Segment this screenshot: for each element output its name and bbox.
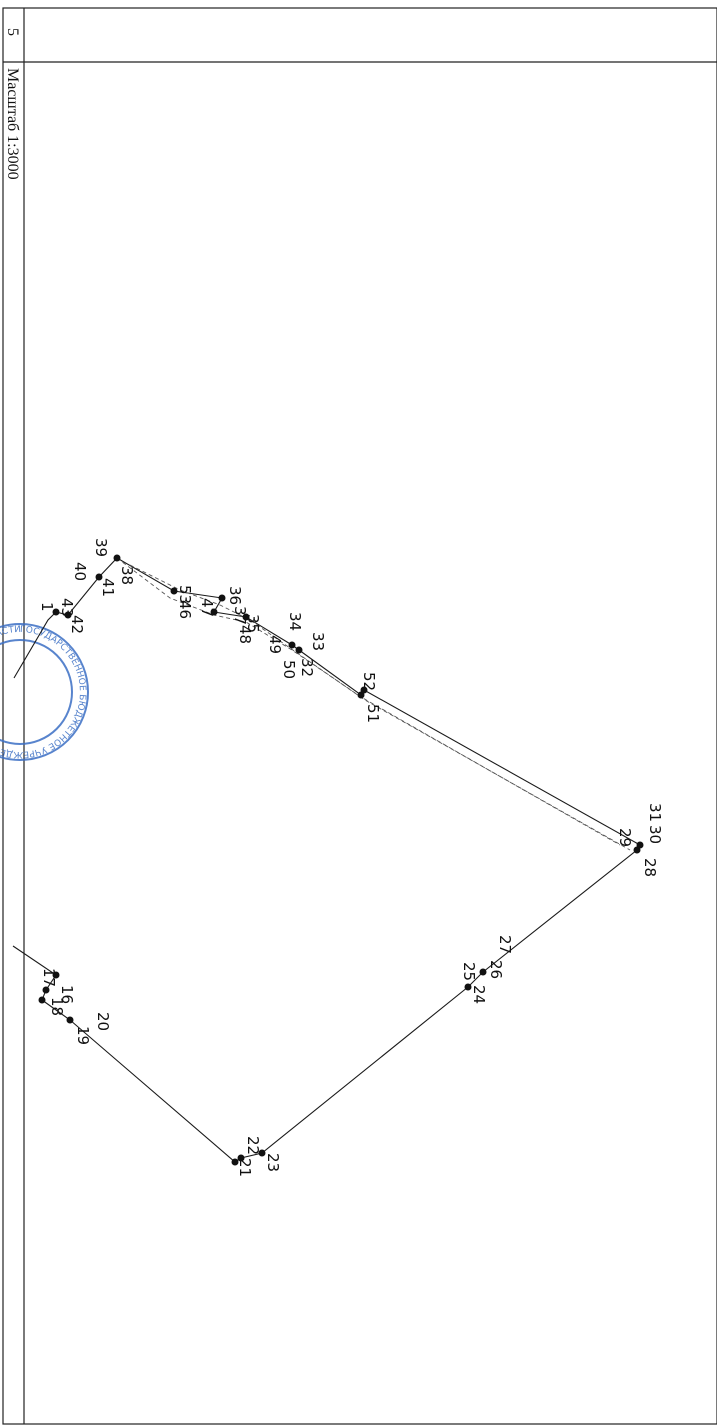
point-label: 42 xyxy=(68,615,86,634)
point-label: 40 xyxy=(71,562,89,581)
point-label: 27 xyxy=(496,935,514,954)
point-marker xyxy=(258,1149,266,1157)
point-label: 21 xyxy=(236,1158,254,1177)
sheet-number: 5 xyxy=(4,28,21,36)
point-marker xyxy=(42,986,50,994)
point-label: 23 xyxy=(264,1153,282,1172)
point-label: 46 xyxy=(176,600,194,619)
point-label: 48 xyxy=(236,625,254,644)
point-label: 28 xyxy=(641,858,659,877)
point-label: 41 xyxy=(99,578,117,597)
point-marker xyxy=(231,1158,239,1166)
point-marker xyxy=(113,554,121,562)
point-marker xyxy=(237,1154,245,1162)
points-layer xyxy=(38,554,644,1166)
point-label: 37 xyxy=(231,606,249,625)
point-marker xyxy=(38,996,46,1004)
point-marker xyxy=(64,611,72,619)
point-label: 43 xyxy=(58,598,76,617)
point-label: 38 xyxy=(118,566,136,585)
point-marker xyxy=(210,608,218,616)
point-label: 33 xyxy=(309,632,327,651)
point-label: 24 xyxy=(470,985,488,1004)
point-marker xyxy=(170,587,178,595)
point-label: 52 xyxy=(360,672,378,691)
point-label: 49 xyxy=(266,635,284,654)
point-labels: 16 17 18 19 20 21 22 23 24 25 26 27 28 2… xyxy=(38,538,664,1177)
point-marker xyxy=(218,594,226,602)
point-label: 31 xyxy=(646,803,664,822)
point-label: 29 xyxy=(616,828,634,847)
point-label: 32 xyxy=(298,658,316,677)
scale-label: Масштаб 1:3000 xyxy=(4,68,21,180)
point-label: 50 xyxy=(280,660,298,679)
sheet-frame xyxy=(2,7,717,1425)
point-label: 17 xyxy=(40,968,58,987)
point-label: 36 xyxy=(226,586,244,605)
point-marker xyxy=(360,686,368,694)
point-marker xyxy=(295,646,303,654)
point-label: 22 xyxy=(244,1136,262,1155)
point-label: 25 xyxy=(460,962,478,981)
point-label: 18 xyxy=(48,997,66,1016)
point-marker xyxy=(636,841,644,849)
point-label: 51 xyxy=(364,704,382,723)
point-marker xyxy=(52,608,60,616)
point-marker xyxy=(52,971,60,979)
point-marker xyxy=(479,968,487,976)
point-label: 26 xyxy=(487,960,505,979)
point-label: 35 xyxy=(244,614,262,633)
point-marker xyxy=(95,573,103,581)
point-label: 20 xyxy=(94,1012,112,1031)
point-marker xyxy=(242,613,250,621)
point-label: 34 xyxy=(286,612,304,631)
point-label: 16 xyxy=(58,985,76,1004)
point-label: 30 xyxy=(646,825,664,844)
point-label: 53 xyxy=(176,585,194,604)
point-label: 39 xyxy=(92,538,110,557)
point-marker xyxy=(66,1016,74,1024)
stamp: ГОСУДАРСТВЕННОЕ БЮДЖЕТНОЕ УЧРЕЖДЕНИЕ ПО … xyxy=(0,623,89,761)
point-label: 1 xyxy=(38,602,56,612)
point-marker xyxy=(288,641,296,649)
point-marker xyxy=(464,983,472,991)
point-label: 47 xyxy=(198,598,216,617)
point-label: 19 xyxy=(74,1026,92,1045)
